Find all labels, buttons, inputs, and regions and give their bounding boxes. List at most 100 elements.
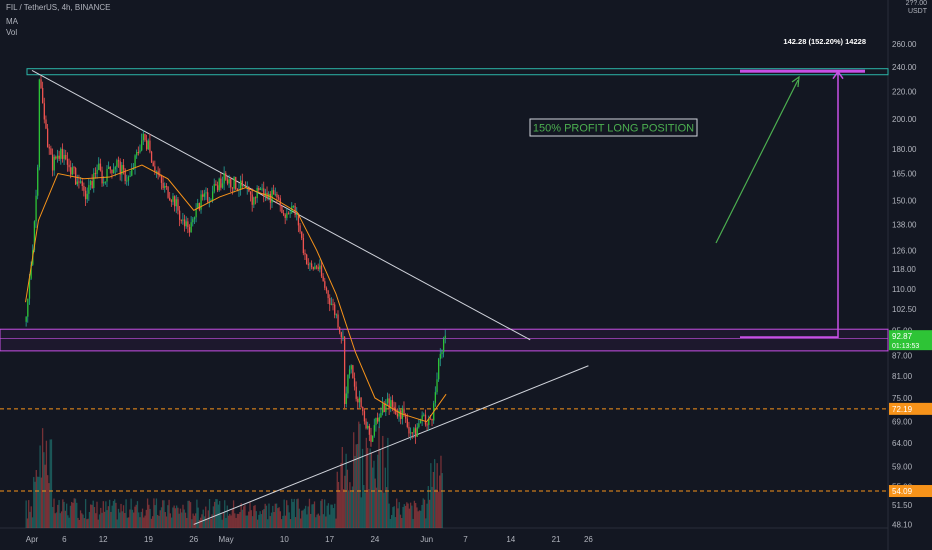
candle-body [414, 428, 417, 437]
candle-body [141, 140, 143, 151]
candle-body [339, 327, 341, 333]
volume-bar [349, 482, 351, 528]
candle-body [223, 173, 225, 184]
candle-body [376, 417, 379, 422]
x-tick-label: 26 [189, 535, 198, 544]
volume-bar [50, 439, 53, 528]
candle-body [192, 219, 194, 223]
volume-bar [239, 512, 241, 528]
candle-body [282, 213, 285, 215]
volume-bar [207, 510, 209, 528]
candle-body [28, 278, 31, 299]
candle-body [200, 194, 202, 210]
volume-bar [282, 515, 284, 528]
candle-body [348, 369, 351, 375]
candle-body [343, 336, 346, 405]
volume-bar [360, 497, 362, 528]
volume-bar [173, 505, 175, 528]
candle-body [269, 193, 272, 203]
candle-body [111, 169, 113, 174]
volume-bar [297, 498, 299, 528]
volume-bar [364, 492, 366, 528]
profit-annotation-box[interactable] [529, 118, 698, 137]
candle-body [388, 398, 390, 409]
volume-bar [385, 487, 388, 528]
candle-body [337, 314, 339, 328]
volume-bar [311, 504, 313, 528]
volume-bar [191, 519, 193, 528]
volume-bar [165, 516, 168, 528]
y-tick-label: 126.00 [892, 246, 917, 255]
candle-body [154, 166, 156, 172]
volume-bar [96, 501, 98, 528]
volume-bar [183, 509, 185, 528]
candle-body [40, 79, 42, 88]
volume-bar [44, 464, 46, 528]
volume-bar [359, 423, 361, 528]
candle-body [383, 403, 385, 413]
volume-bar [402, 506, 404, 528]
candle-body [213, 184, 215, 192]
volume-bar [379, 449, 381, 528]
volume-bar [45, 440, 48, 528]
volume-bar [240, 503, 242, 528]
volume-bar [30, 506, 32, 528]
volume-bar [92, 500, 94, 528]
candle-body [112, 169, 115, 174]
candle-body [315, 266, 318, 268]
volume-bar [326, 505, 328, 528]
moving-average-line[interactable] [25, 164, 447, 423]
volume-bar [260, 514, 263, 528]
descending-trendline[interactable] [31, 70, 531, 341]
candle-body [144, 133, 146, 141]
x-tick-label: 7 [463, 535, 468, 544]
volume-bar [110, 511, 112, 528]
volume-bar [353, 432, 355, 528]
volume-bar [316, 514, 318, 528]
volume-bar [76, 502, 78, 528]
candle-body [195, 208, 197, 218]
candle-body [423, 414, 425, 416]
candle-body [345, 393, 347, 405]
volume-bar [25, 500, 27, 528]
volume-bar [292, 501, 294, 528]
forecast-arrowhead [791, 75, 800, 88]
candle-body [139, 150, 141, 153]
volume-bar [246, 515, 249, 528]
candle-body [431, 418, 433, 421]
candle-body [281, 205, 283, 214]
candle-body [160, 175, 163, 183]
volume-bar [178, 513, 180, 528]
volume-indicator-label[interactable]: Vol [6, 28, 18, 37]
volume-bar [98, 514, 101, 528]
volume-bar [79, 510, 82, 528]
volume-bar [78, 519, 80, 528]
forecast-arrow-line[interactable] [715, 79, 799, 244]
volume-bar [365, 437, 368, 528]
volume-bar [53, 498, 55, 528]
candle-body [317, 267, 319, 270]
candle-body [395, 408, 397, 415]
candle-body [58, 155, 60, 159]
volume-bar [157, 514, 159, 528]
candle-body [277, 197, 280, 199]
volume-bar [232, 500, 235, 528]
volume-bar [36, 476, 39, 528]
candle-body [183, 219, 186, 227]
volume-bar [278, 507, 280, 528]
volume-bar [135, 504, 137, 528]
ascending-trendline[interactable] [193, 365, 589, 525]
volume-bar [332, 508, 335, 528]
candle-body [68, 164, 70, 168]
candle-body [375, 417, 377, 426]
volume-bar [208, 499, 211, 528]
volume-bar [43, 452, 45, 528]
symbol-title: FIL / TetherUS, 4h, BINANCE [6, 3, 111, 12]
volume-bar [34, 481, 36, 528]
volume-bar [346, 469, 349, 528]
top-resistance-zone[interactable] [26, 68, 889, 76]
volume-bar [262, 510, 264, 528]
volume-bar [372, 467, 374, 528]
ma-indicator-label[interactable]: MA [6, 17, 18, 26]
